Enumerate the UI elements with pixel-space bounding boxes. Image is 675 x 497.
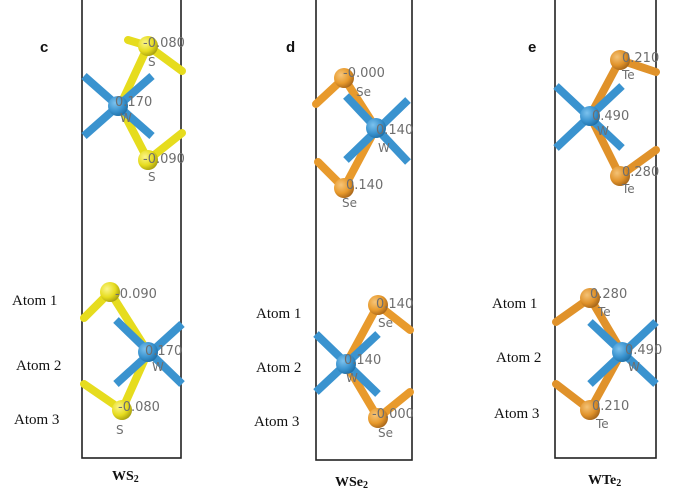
sulfur-atom — [100, 282, 120, 302]
tungsten-atom — [138, 342, 158, 362]
sulfur-atom — [138, 150, 158, 170]
molecule-top: 0.210 Te 0.490 W 0.280 Te — [553, 50, 660, 196]
charge-value: 0.170 — [115, 95, 152, 110]
cell-frame — [554, 0, 657, 459]
molecule-bottom: 0.280 Te 0.490 W 0.210 Te — [552, 287, 662, 431]
element-label: Se — [356, 85, 371, 99]
tungsten-atom — [366, 118, 386, 138]
element-label: W — [120, 111, 132, 125]
cell-frame — [81, 0, 182, 459]
element-label: Te — [597, 305, 611, 319]
atom-labels-ws2: Atom 1 Atom 2 Atom 3 — [12, 293, 61, 428]
molecule-top: -0.080 S 0.170 W -0.090 S — [81, 36, 186, 184]
element-label: W — [152, 360, 164, 374]
element-label: Te — [621, 68, 635, 82]
atom-label: Atom 1 — [492, 296, 537, 312]
charge-value: -0.080 — [118, 400, 160, 415]
charge-value: -0.090 — [143, 152, 185, 167]
material-caption: WS2 — [112, 469, 139, 485]
atom-label: Atom 2 — [256, 360, 301, 376]
tellurium-atom — [580, 400, 600, 420]
charge-value: 0.210 — [592, 399, 629, 414]
atom-label: Atom 3 — [14, 412, 59, 428]
tellurium-atom — [610, 50, 630, 70]
panel-wse2: d -0.000 Se 0.140 W 0.140 Se — [286, 0, 414, 491]
atom-labels-wse2: Atom 1 Atom 2 Atom 3 — [254, 306, 301, 430]
atom-label: Atom 2 — [16, 358, 61, 374]
charge-value: 0.140 — [376, 297, 413, 312]
charge-value: -0.000 — [343, 66, 385, 81]
element-label: W — [346, 371, 358, 385]
charge-value: -0.080 — [143, 36, 185, 51]
tungsten-atom — [336, 354, 356, 374]
tellurium-atom — [580, 288, 600, 308]
element-label: S — [116, 423, 124, 437]
element-label: Se — [378, 426, 393, 440]
panel-wte2: e 0.210 Te 0.490 W 0.280 Te — [528, 0, 662, 489]
tellurium-atom — [610, 166, 630, 186]
element-label: W — [597, 124, 609, 138]
charge-value: 0.280 — [622, 165, 659, 180]
charge-value: -0.090 — [115, 287, 157, 302]
charge-value: 0.140 — [344, 353, 381, 368]
molecule-top: -0.000 Se 0.140 W 0.140 Se — [312, 66, 413, 210]
charge-value: 0.210 — [622, 51, 659, 66]
selenium-atom — [368, 295, 388, 315]
cell-frame — [315, 0, 413, 461]
atom-label: Atom 3 — [494, 406, 539, 422]
element-label: S — [148, 170, 156, 184]
element-label: W — [378, 141, 390, 155]
element-label: Te — [595, 417, 609, 431]
element-label: Se — [342, 196, 357, 210]
molecule-bottom: 0.140 Se 0.140 W -0.000 Se — [313, 295, 414, 440]
charge-value: 0.170 — [145, 344, 182, 359]
charge-value: -0.000 — [372, 407, 414, 422]
panel-letter: c — [40, 39, 48, 56]
atom-label: Atom 3 — [254, 414, 299, 430]
charge-value: 0.280 — [590, 287, 627, 302]
charge-value: 0.490 — [625, 343, 662, 358]
sulfur-atom — [112, 400, 132, 420]
selenium-atom — [334, 68, 354, 88]
atom-labels-wte2: Atom 1 Atom 2 Atom 3 — [492, 296, 541, 422]
atom-label: Atom 2 — [496, 350, 541, 366]
selenium-atom — [334, 178, 354, 198]
selenium-atom — [368, 408, 388, 428]
atom-label: Atom 1 — [12, 293, 57, 309]
charge-value: 0.490 — [592, 109, 629, 124]
charge-value: 0.140 — [346, 178, 383, 193]
panel-letter: d — [286, 39, 295, 56]
tungsten-atom — [108, 96, 128, 116]
element-label: S — [148, 55, 156, 69]
atom-label: Atom 1 — [256, 306, 301, 322]
element-label: W — [628, 360, 640, 374]
tungsten-atom — [580, 106, 600, 126]
panel-letter: e — [528, 39, 536, 56]
element-label: Se — [378, 316, 393, 330]
tungsten-atom — [612, 342, 632, 362]
material-caption: WSe2 — [335, 475, 368, 491]
element-label: Te — [621, 182, 635, 196]
material-caption: WTe2 — [588, 473, 621, 489]
sulfur-atom — [138, 36, 158, 56]
molecule-bottom: -0.090 0.170 W -0.080 S — [80, 282, 185, 437]
panel-ws2: c -0.080 S 0.170 W -0.090 S — [40, 0, 186, 485]
charge-value: 0.140 — [376, 123, 413, 138]
